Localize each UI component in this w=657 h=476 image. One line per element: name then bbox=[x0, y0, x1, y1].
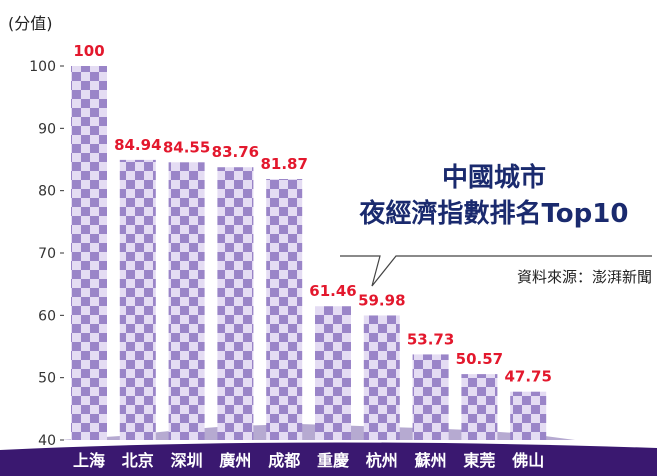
y-axis-unit-label: (分值) bbox=[8, 14, 53, 33]
bar bbox=[412, 354, 449, 440]
bar bbox=[168, 162, 205, 440]
bar-value-label: 53.73 bbox=[407, 330, 454, 348]
y-tick-label: 70 bbox=[38, 246, 56, 262]
bar-value-label: 81.87 bbox=[260, 155, 307, 173]
bar-value-label: 100 bbox=[73, 42, 104, 60]
speech-bubble bbox=[340, 255, 652, 287]
bar bbox=[461, 374, 498, 440]
y-tick-label: 60 bbox=[38, 308, 56, 324]
bar bbox=[71, 66, 107, 440]
y-tick-label: 100 bbox=[29, 59, 56, 75]
category-label: 佛山 bbox=[511, 451, 544, 470]
bar bbox=[510, 391, 547, 440]
bar bbox=[315, 306, 351, 440]
category-label: 杭州 bbox=[366, 451, 398, 470]
title-line-1: 中國城市 bbox=[441, 163, 546, 193]
bar-value-label: 61.46 bbox=[309, 282, 356, 300]
y-tick-label: 80 bbox=[38, 184, 56, 200]
bars bbox=[71, 66, 547, 441]
y-tick-label: 50 bbox=[38, 371, 56, 387]
category-labels: 上海 北京 深圳 廣州 成都 重慶 杭州 蘇州 東莞 佛山 bbox=[73, 451, 544, 470]
category-label: 北京 bbox=[122, 451, 154, 470]
y-axis: 40 50 60 70 80 90 100 bbox=[29, 59, 64, 449]
bar bbox=[363, 315, 400, 440]
bar-value-label: 84.94 bbox=[114, 136, 161, 154]
chart-title: 中國城市 夜經濟指數排名Top10 bbox=[336, 160, 652, 232]
category-label: 東莞 bbox=[463, 451, 495, 470]
source-note: 資料來源：澎湃新聞 bbox=[516, 268, 652, 286]
bar-value-label: 84.55 bbox=[163, 138, 210, 156]
bar-value-label: 47.75 bbox=[504, 368, 551, 386]
y-tick-label: 40 bbox=[38, 433, 56, 449]
footer-band bbox=[0, 442, 657, 476]
category-label: 成都 bbox=[268, 451, 300, 470]
bar-value-label: 59.98 bbox=[358, 291, 405, 309]
bar bbox=[119, 159, 156, 440]
category-label: 深圳 bbox=[171, 451, 203, 470]
bar bbox=[266, 179, 303, 441]
category-label: 廣州 bbox=[219, 451, 251, 470]
category-label: 重慶 bbox=[317, 451, 349, 470]
category-label: 蘇州 bbox=[414, 451, 447, 470]
footer-band-shape bbox=[0, 442, 657, 476]
y-tick-label: 90 bbox=[38, 121, 56, 137]
category-label: 上海 bbox=[73, 451, 105, 470]
bar-value-label: 50.57 bbox=[456, 350, 503, 368]
bar bbox=[217, 167, 254, 440]
title-line-2: 夜經濟指數排名Top10 bbox=[359, 199, 629, 229]
bar-value-label: 83.76 bbox=[212, 143, 259, 161]
